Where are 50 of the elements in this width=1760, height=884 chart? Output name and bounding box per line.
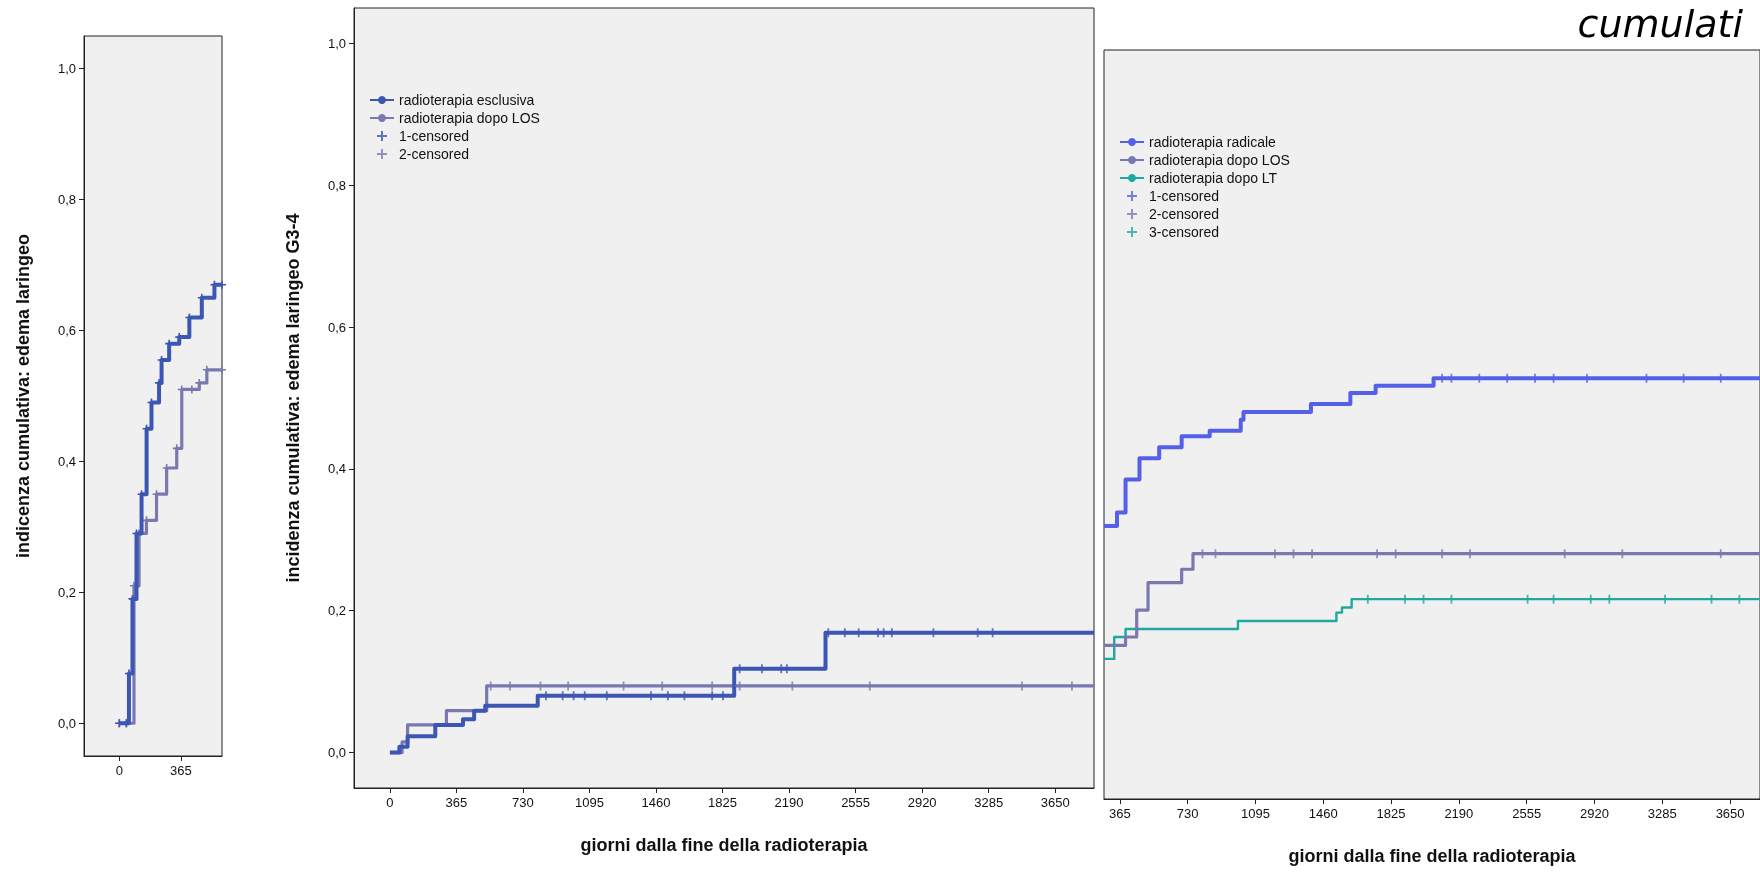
x-tick-label: 0 — [386, 795, 394, 810]
legend-label: radioterapia esclusiva — [399, 92, 535, 108]
y-tick-label: 0,4 — [327, 461, 346, 477]
x-tick-label: 2920 — [907, 795, 937, 810]
legend-label: 2-censored — [399, 146, 470, 162]
x-tick-label: 2190 — [1444, 806, 1474, 821]
y-tick-label: 0,2 — [57, 584, 76, 600]
x-tick-label: 3285 — [1647, 806, 1677, 821]
y-tick-label: 1,0 — [57, 61, 76, 77]
y-tick-label: 0,2 — [327, 603, 346, 619]
legend-label: radioterapia radicale — [1149, 134, 1277, 150]
x-tick-label: 3285 — [974, 795, 1004, 810]
y-tick-label: 0,6 — [57, 323, 76, 339]
legend-label: radioterapia dopo LOS — [1149, 152, 1290, 168]
legend-label: 3-censored — [1149, 224, 1220, 240]
legend-label: 1-censored — [1149, 188, 1220, 204]
y-tick-label: 0,8 — [327, 177, 346, 193]
x-tick-label: 1460 — [1308, 806, 1338, 821]
x-tick-label: 2555 — [841, 795, 871, 810]
x-tick-label: 1460 — [641, 795, 671, 810]
x-tick-label: 3650 — [1715, 806, 1745, 821]
legend-label: radioterapia dopo LOS — [399, 110, 540, 126]
x-tick-label: 3650 — [1040, 795, 1070, 810]
x-tick-label: 2920 — [1580, 806, 1609, 821]
x-axis-title: giorni dalla fine della radioterapia — [1288, 846, 1577, 866]
y-axis-title: indicenza cumulativa: edema laringeo — [13, 233, 33, 559]
x-axis-title: giorni dalla fine della radioterapia — [580, 835, 869, 855]
y-tick-label: 1,0 — [327, 35, 346, 51]
x-tick-label: 1095 — [575, 795, 604, 810]
x-tick-label: 2190 — [774, 795, 804, 810]
x-tick-label: 1095 — [1240, 806, 1270, 821]
legend-label: radioterapia dopo LT — [1149, 170, 1278, 186]
y-tick-label: 0,4 — [57, 453, 76, 469]
legend-label: 1-censored — [399, 128, 470, 144]
x-tick-label: 2555 — [1512, 806, 1542, 821]
x-tick-label: 1825 — [708, 795, 737, 810]
x-tick-label: 730 — [512, 795, 534, 810]
x-tick-label: 730 — [1176, 806, 1199, 821]
x-tick-label: 1825 — [1376, 806, 1406, 821]
x-tick-label: 365 — [1108, 806, 1131, 821]
y-tick-label: 0,8 — [57, 192, 76, 208]
y-axis-title: incidenza cumulativa: edema laringeo G3-4 — [283, 213, 303, 583]
x-tick-label: 0 — [115, 763, 123, 778]
chart-title: cumulati — [1577, 2, 1744, 46]
x-tick-label: 365 — [445, 795, 468, 810]
x-tick-label: 365 — [169, 763, 192, 778]
y-tick-label: 0,0 — [57, 715, 76, 731]
y-tick-label: 0,6 — [327, 319, 346, 335]
legend-label: 2-censored — [1149, 206, 1220, 222]
y-tick-label: 0,0 — [327, 745, 346, 761]
